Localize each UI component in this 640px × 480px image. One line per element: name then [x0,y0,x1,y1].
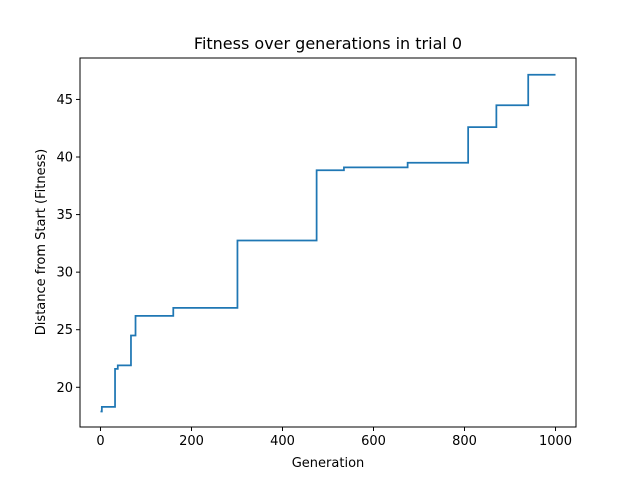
ticks-layer: 0 200 400 600 800 1000 20 25 30 35 40 45 [56,93,572,449]
x-tick-label: 400 [270,434,295,449]
x-tick-label: 0 [96,434,104,449]
axes-frame [79,57,577,428]
x-tick-label: 600 [361,434,386,449]
y-tick-label: 30 [56,266,73,281]
x-axis-label: Generation [292,456,365,471]
x-tick-label: 1000 [539,434,572,449]
y-tick-label: 25 [56,323,73,338]
y-tick-label: 20 [56,381,73,396]
x-tick-label: 200 [179,434,204,449]
y-tick-label: 45 [56,93,73,108]
y-tick-label: 35 [56,208,73,223]
y-axis-label: Distance from Start (Fitness) [34,149,49,335]
series-layer [100,73,556,413]
y-tick-label: 40 [56,151,73,166]
x-tick-label: 800 [452,434,477,449]
series-line [100,73,556,413]
chart-title: Fitness over generations in trial 0 [194,34,462,53]
